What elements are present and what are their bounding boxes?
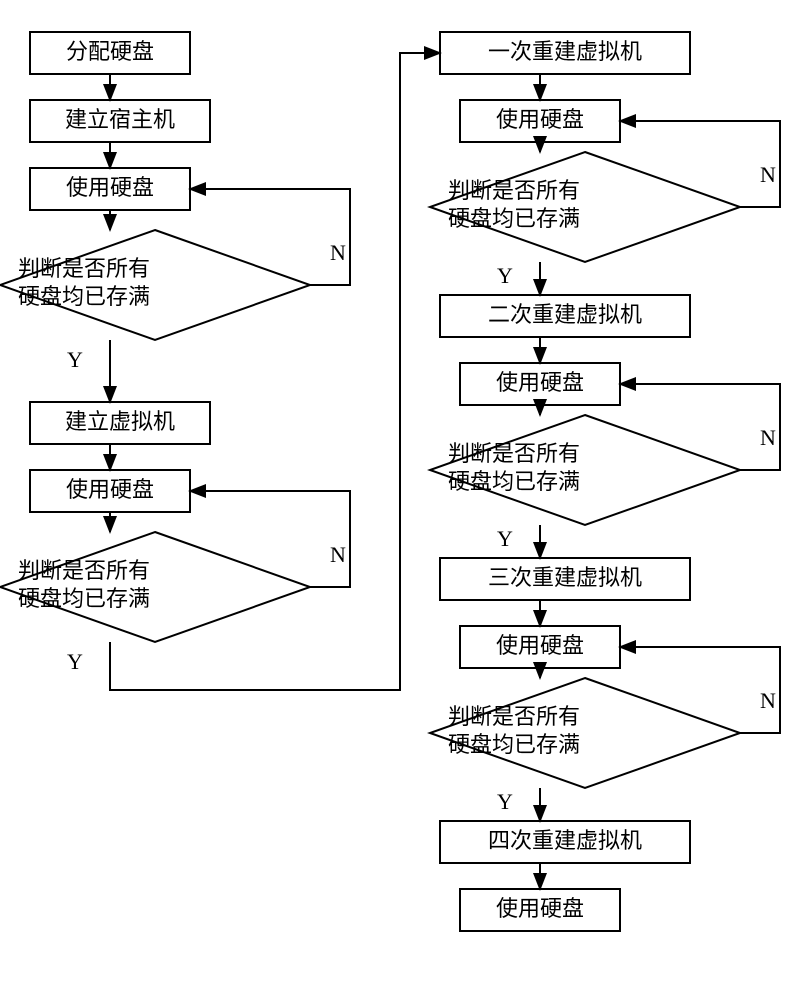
diamond-label-2: 硬盘均已存满 bbox=[448, 206, 580, 231]
node-n7: 使用硬盘 bbox=[460, 100, 620, 142]
node-n5: 使用硬盘 bbox=[30, 470, 190, 512]
edge-label-Y: Y bbox=[497, 526, 513, 551]
diamond-label-2: 硬盘均已存满 bbox=[448, 732, 580, 757]
node-d3: 判断是否所有硬盘均已存满 bbox=[430, 152, 740, 262]
edge-label-Y: Y bbox=[497, 789, 513, 814]
node-label: 建立宿主机 bbox=[65, 107, 175, 132]
diamond-label-1: 判断是否所有 bbox=[448, 441, 580, 466]
node-label: 分配硬盘 bbox=[66, 39, 154, 64]
node-label: 使用硬盘 bbox=[496, 896, 584, 921]
node-label: 二次重建虚拟机 bbox=[488, 302, 642, 327]
node-n12: 四次重建虚拟机 bbox=[440, 821, 690, 863]
edge-label-Y: Y bbox=[67, 347, 83, 372]
diamond-label-1: 判断是否所有 bbox=[448, 178, 580, 203]
node-n8: 二次重建虚拟机 bbox=[440, 295, 690, 337]
diamond-label-1: 判断是否所有 bbox=[18, 256, 150, 281]
flowchart-svg: 分配硬盘建立宿主机使用硬盘判断是否所有硬盘均已存满建立虚拟机使用硬盘判断是否所有… bbox=[0, 0, 801, 1000]
node-n10: 三次重建虚拟机 bbox=[440, 558, 690, 600]
diamond-label-2: 硬盘均已存满 bbox=[18, 586, 150, 611]
edge-label-N: N bbox=[760, 425, 776, 450]
node-label: 使用硬盘 bbox=[66, 175, 154, 200]
diamond-label-1: 判断是否所有 bbox=[448, 704, 580, 729]
node-d2: 判断是否所有硬盘均已存满 bbox=[0, 532, 310, 642]
diamond-label-2: 硬盘均已存满 bbox=[448, 469, 580, 494]
node-label: 使用硬盘 bbox=[496, 633, 584, 658]
node-n13: 使用硬盘 bbox=[460, 889, 620, 931]
node-n3: 使用硬盘 bbox=[30, 168, 190, 210]
node-label: 使用硬盘 bbox=[66, 477, 154, 502]
edge-label-N: N bbox=[330, 542, 346, 567]
node-n9: 使用硬盘 bbox=[460, 363, 620, 405]
node-n6: 一次重建虚拟机 bbox=[440, 32, 690, 74]
node-label: 一次重建虚拟机 bbox=[488, 39, 642, 64]
node-label: 建立虚拟机 bbox=[65, 409, 175, 434]
node-label: 四次重建虚拟机 bbox=[488, 828, 642, 853]
diamond-label-1: 判断是否所有 bbox=[18, 558, 150, 583]
node-n2: 建立宿主机 bbox=[30, 100, 210, 142]
edge-label-Y: Y bbox=[497, 263, 513, 288]
node-d4: 判断是否所有硬盘均已存满 bbox=[430, 415, 740, 525]
node-label: 三次重建虚拟机 bbox=[488, 565, 642, 590]
diamond-label-2: 硬盘均已存满 bbox=[18, 284, 150, 309]
node-d5: 判断是否所有硬盘均已存满 bbox=[430, 678, 740, 788]
node-n4: 建立虚拟机 bbox=[30, 402, 210, 444]
edge-label-N: N bbox=[760, 688, 776, 713]
node-n11: 使用硬盘 bbox=[460, 626, 620, 668]
edge-label-N: N bbox=[330, 240, 346, 265]
edge-label-Y: Y bbox=[67, 649, 83, 674]
node-label: 使用硬盘 bbox=[496, 107, 584, 132]
node-n1: 分配硬盘 bbox=[30, 32, 190, 74]
node-d1: 判断是否所有硬盘均已存满 bbox=[0, 230, 310, 340]
node-label: 使用硬盘 bbox=[496, 370, 584, 395]
edge-label-N: N bbox=[760, 162, 776, 187]
